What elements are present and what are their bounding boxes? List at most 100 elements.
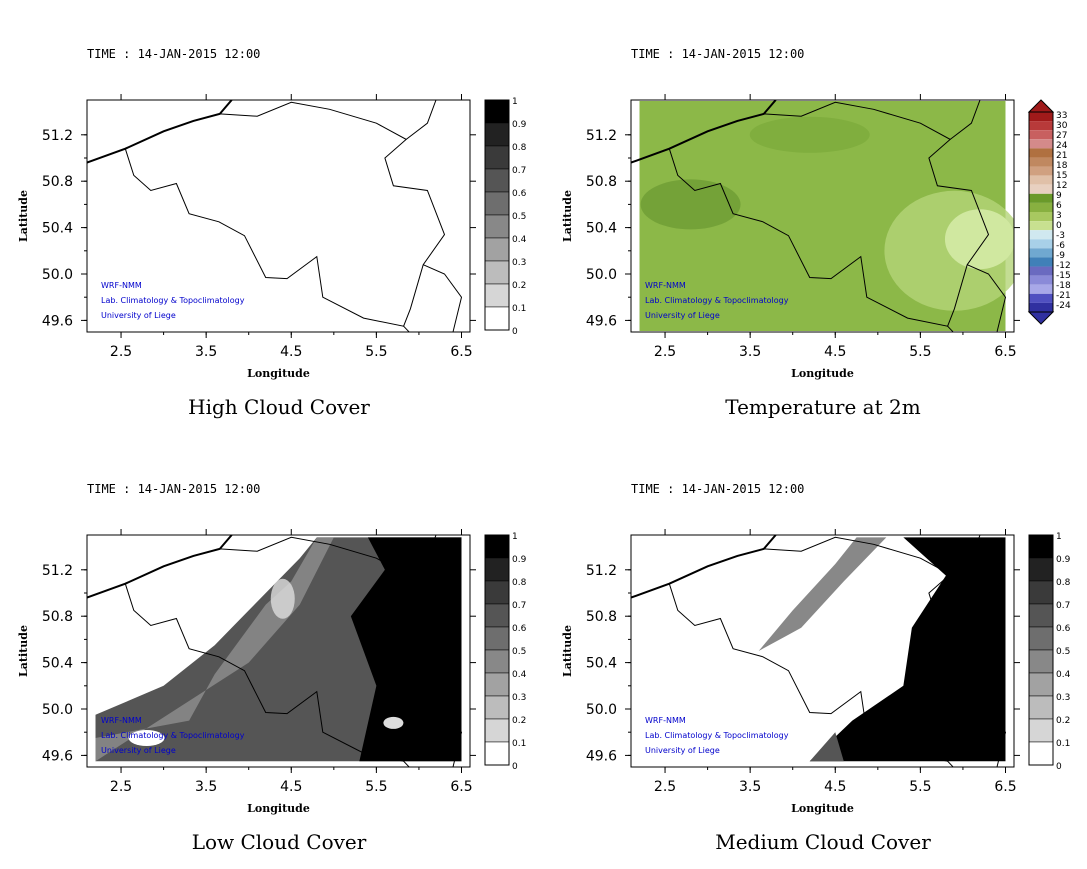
credit-text: WRF-NMM	[645, 716, 686, 725]
y-axis-label: Latitude	[561, 190, 574, 242]
time-label: TIME : 14-JAN-2015 12:00	[631, 47, 804, 61]
country-border	[949, 535, 981, 575]
panel-title: Medium Cloud Cover	[715, 830, 931, 854]
colorbar-segment	[484, 283, 510, 308]
x-tick-label: 6.5	[450, 344, 472, 360]
y-tick-label: 50.4	[586, 221, 617, 237]
colorbar-segment	[484, 741, 510, 766]
y-tick-label: 50.0	[42, 702, 73, 718]
panel-title: High Cloud Cover	[188, 395, 370, 419]
temperature-warm-core	[944, 209, 1014, 270]
colorbar-label: 0.1	[512, 739, 526, 749]
colorbar-label: 0.9	[1056, 555, 1071, 565]
y-tick-label: 50.8	[586, 609, 617, 625]
credit-text: WRF-NMM	[101, 716, 142, 725]
colorbar-segment	[484, 168, 510, 193]
panel-high-cloud: TIME : 14-JAN-2015 12:00 2.5 3.5 4.5 5.5 6.5 5…	[17, 47, 527, 419]
coastline	[87, 100, 233, 164]
colorbar-label: 1	[512, 97, 518, 107]
colorbar-segment	[1029, 212, 1053, 222]
medium-cloud-band	[758, 537, 887, 651]
colorbar-label: 0.2	[512, 281, 526, 291]
colorbar-segment	[1028, 626, 1054, 651]
x-tick-label: 5.5	[909, 779, 931, 795]
field-layer	[631, 535, 1007, 767]
field-layer	[87, 100, 463, 332]
colorbar-frame	[1028, 534, 1054, 766]
credit-text: Lab. Climatology & Topoclimatology	[101, 731, 245, 740]
colorbar-segment	[1029, 248, 1053, 258]
colorbar-label: 0.4	[512, 235, 527, 245]
country-border	[405, 100, 437, 140]
colorbar-label: -12	[1056, 261, 1071, 271]
colorbar-label: 0.5	[512, 647, 526, 657]
colorbar: 1 0.9 0.8 0.7 0.6 0.5 0.4 0.3 0.2 0.1 0	[1028, 532, 1071, 772]
colorbar-label: 3	[1056, 211, 1062, 221]
y-tick-label: 51.2	[586, 563, 617, 579]
colorbar-segment	[484, 145, 510, 170]
colorbar-label: 1	[512, 532, 518, 542]
colorbar-segment	[1029, 193, 1053, 203]
low-cloud-clear-patch	[270, 578, 295, 619]
colorbar-label: -3	[1056, 231, 1065, 241]
colorbar-label: 0.6	[512, 189, 527, 199]
colorbar-label: 1	[1056, 532, 1062, 542]
colorbar-segment	[1028, 718, 1054, 743]
coastline	[631, 535, 777, 599]
colorbar-label: 18	[1056, 161, 1068, 171]
colorbar-min-arrow	[1027, 311, 1055, 325]
x-tick-label: 3.5	[739, 344, 761, 360]
y-tick-label: 50.8	[42, 174, 73, 190]
time-label: TIME : 14-JAN-2015 12:00	[87, 482, 260, 496]
x-axis-label: Longitude	[791, 802, 854, 815]
colorbar-label: 6	[1056, 201, 1062, 211]
colorbar: 1 0.9 0.8 0.7 0.6 0.5 0.4 0.3 0.2 0.1 0	[484, 532, 527, 772]
colorbar-segment	[484, 626, 510, 651]
colorbar-label: 0.3	[512, 693, 526, 703]
colorbar-label: -21	[1056, 291, 1071, 301]
colorbar-max-arrow	[1027, 99, 1055, 113]
colorbar-segment	[1028, 580, 1054, 605]
x-tick-label: 2.5	[654, 779, 676, 795]
x-tick-label: 4.5	[824, 779, 846, 795]
coastline	[631, 100, 777, 164]
colorbar-segment	[1029, 112, 1053, 122]
x-tick-label: 5.5	[365, 344, 387, 360]
colorbar-label: 0.5	[512, 212, 526, 222]
colorbar-label: 33	[1056, 111, 1067, 121]
colorbar-segment	[1029, 175, 1053, 185]
credit-text: Lab. Climatology & Topoclimatology	[645, 731, 789, 740]
field-layer	[87, 535, 463, 767]
colorbar-label: 9	[1056, 191, 1062, 201]
panel-low-cloud: TIME : 14-JAN-2015 12:00 2.5 3.5 4.5 5.5 6.5 5…	[17, 482, 527, 854]
colorbar-label: -24	[1056, 301, 1071, 311]
x-tick-label: 3.5	[195, 344, 217, 360]
colorbar-segment	[1029, 121, 1053, 131]
colorbar-label: 0.8	[1056, 578, 1071, 588]
colorbar-label: 0.9	[512, 120, 527, 130]
colorbar-label: 0	[1056, 762, 1062, 772]
country-border	[403, 264, 463, 332]
colorbar-label: 0.5	[1056, 647, 1070, 657]
y-tick-label: 51.2	[586, 128, 617, 144]
low-cloud-clear-patch	[128, 730, 165, 746]
y-tick-label: 49.6	[42, 748, 73, 764]
colorbar-label: 0.4	[512, 670, 527, 680]
colorbar-segment	[484, 534, 510, 559]
colorbar-segment	[484, 306, 510, 331]
colorbar-segment	[1029, 302, 1053, 312]
colorbar-segment	[484, 672, 510, 697]
x-tick-label: 6.5	[450, 779, 472, 795]
y-tick-label: 50.4	[586, 656, 617, 672]
y-tick-label: 50.0	[42, 267, 73, 283]
colorbar-label: 0.3	[1056, 693, 1070, 703]
x-tick-label: 4.5	[280, 779, 302, 795]
time-label: TIME : 14-JAN-2015 12:00	[631, 482, 804, 496]
credit-text: University of Liege	[645, 746, 720, 755]
colorbar-segment	[484, 237, 510, 262]
colorbar-segment	[1029, 139, 1053, 149]
colorbar-segment	[1029, 293, 1053, 303]
colorbar-label: 0.7	[1056, 601, 1070, 611]
colorbar-segment	[1029, 130, 1053, 140]
y-tick-label: 51.2	[42, 563, 73, 579]
